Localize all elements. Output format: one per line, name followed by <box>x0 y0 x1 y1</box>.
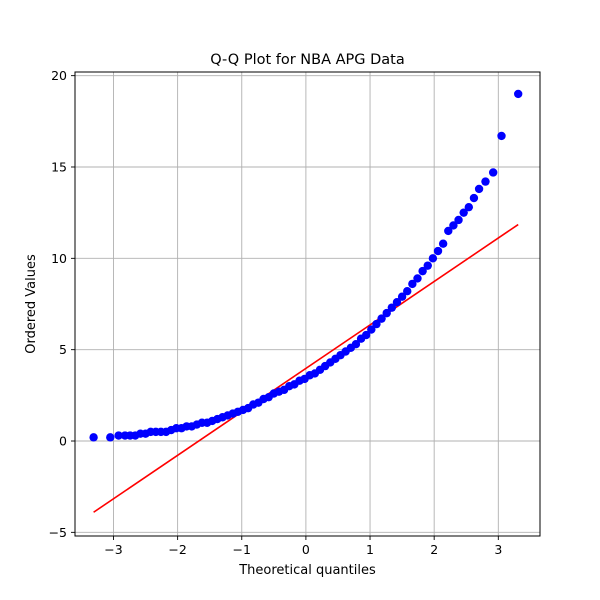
data-point <box>382 308 391 318</box>
data-point <box>428 254 438 263</box>
data-point <box>488 168 498 177</box>
data-point <box>481 177 490 186</box>
fit-line <box>93 223 519 513</box>
data-point <box>106 433 115 442</box>
fit-line-layer <box>93 223 519 513</box>
y-axis-label: Ordered Values <box>24 254 39 354</box>
data-point <box>418 266 427 276</box>
data-point <box>397 292 407 301</box>
y-tick-label: 5 <box>59 342 67 357</box>
data-point <box>403 287 412 296</box>
data-point <box>513 89 523 99</box>
y-tick-label: 0 <box>59 434 67 449</box>
data-point <box>413 274 422 283</box>
data-point <box>372 319 381 329</box>
data-point <box>89 433 98 442</box>
x-tick-label: 3 <box>494 542 502 557</box>
data-point <box>474 184 484 194</box>
data-point <box>377 314 386 323</box>
plot-frame <box>74 71 541 537</box>
data-points-layer <box>89 89 523 442</box>
y-tick-label: 10 <box>51 251 67 266</box>
chart-title: Q-Q Plot for NBA APG Data <box>210 52 405 68</box>
x-axis-label: Theoretical quantiles <box>238 563 376 578</box>
data-point <box>351 339 361 349</box>
data-point <box>454 215 463 225</box>
x-tick-label: 2 <box>430 542 438 557</box>
y-tick-label: −5 <box>49 525 67 540</box>
x-tick-label: −3 <box>104 542 122 557</box>
data-point <box>387 303 397 312</box>
y-tick-label: 20 <box>51 68 67 83</box>
x-tick-label: −2 <box>168 542 186 557</box>
data-point <box>497 131 506 141</box>
data-point <box>438 239 448 248</box>
grid <box>75 72 540 536</box>
y-tick-label: 15 <box>51 159 67 174</box>
data-point <box>423 261 432 270</box>
data-point <box>444 226 453 236</box>
data-point <box>433 246 443 256</box>
data-point <box>114 431 123 440</box>
data-point <box>361 330 371 340</box>
data-point <box>367 325 376 334</box>
x-tick-label: −1 <box>233 542 251 557</box>
data-point <box>392 297 402 307</box>
data-point <box>464 202 474 212</box>
x-tick-label: 0 <box>302 542 310 557</box>
x-tick-label: 1 <box>366 542 374 557</box>
ticks: −3 −2 −1 0 1 2 3 −5 0 5 10 15 20 <box>49 68 503 557</box>
data-point <box>408 279 417 289</box>
data-point <box>459 208 468 217</box>
data-point <box>449 221 458 230</box>
data-point <box>469 193 479 203</box>
